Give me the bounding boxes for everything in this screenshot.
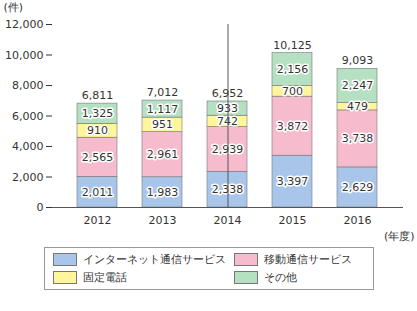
svg-text:933: 933	[217, 102, 238, 116]
svg-text:(年度): (年度)	[384, 230, 415, 243]
svg-text:3,872: 3,872	[277, 120, 309, 133]
svg-text:6,000: 6,000	[12, 110, 44, 123]
svg-text:2,338: 2,338	[211, 183, 244, 197]
html-text:その他: その他	[263, 271, 297, 284]
svg-text:2,629: 2,629	[342, 181, 374, 194]
svg-text:7,012: 7,012	[147, 86, 179, 99]
svg-text:2013: 2013	[149, 214, 177, 227]
svg-text:2,247: 2,247	[342, 79, 374, 92]
svg-text:2,565: 2,565	[82, 151, 114, 164]
svg-text:6,952: 6,952	[211, 87, 244, 100]
svg-text:742: 742	[217, 114, 238, 128]
svg-text:2016: 2016	[344, 214, 372, 227]
svg-text:2014: 2014	[214, 214, 242, 227]
svg-text:12,000: 12,000	[5, 18, 44, 31]
svg-text:2,156: 2,156	[277, 63, 309, 76]
svg-text:1,983: 1,983	[147, 186, 179, 199]
svg-text:2,000: 2,000	[12, 171, 44, 184]
svg-text:4,000: 4,000	[12, 140, 44, 153]
svg-text:9,093: 9,093	[342, 54, 374, 67]
svg-text:8,000: 8,000	[12, 79, 44, 92]
svg-text:2,011: 2,011	[82, 186, 114, 199]
svg-text:(件): (件)	[4, 1, 24, 14]
html-text:固定電話: 固定電話	[82, 271, 127, 284]
svg-text:0: 0	[37, 201, 44, 214]
svg-text:1,325: 1,325	[82, 107, 114, 120]
svg-text:3,738: 3,738	[342, 132, 374, 145]
svg-text:3,397: 3,397	[277, 175, 309, 188]
svg-text:700: 700	[282, 85, 303, 98]
html-text:移動通信サービス: 移動通信サービス	[263, 253, 352, 266]
svg-text:10,125: 10,125	[273, 39, 312, 52]
svg-text:2,939: 2,939	[211, 143, 244, 156]
html-text:インターネット通信サービス: インターネット通信サービス	[82, 253, 226, 266]
svg-text:6,811: 6,811	[82, 89, 114, 102]
svg-text:10,000: 10,000	[5, 49, 44, 62]
svg-text:2015: 2015	[279, 214, 307, 227]
svg-text:951: 951	[152, 118, 173, 131]
svg-text:2012: 2012	[84, 214, 112, 227]
svg-text:910: 910	[87, 124, 108, 137]
svg-text:479: 479	[347, 100, 368, 113]
svg-text:1,117: 1,117	[147, 103, 179, 116]
svg-text:2,961: 2,961	[147, 148, 179, 161]
